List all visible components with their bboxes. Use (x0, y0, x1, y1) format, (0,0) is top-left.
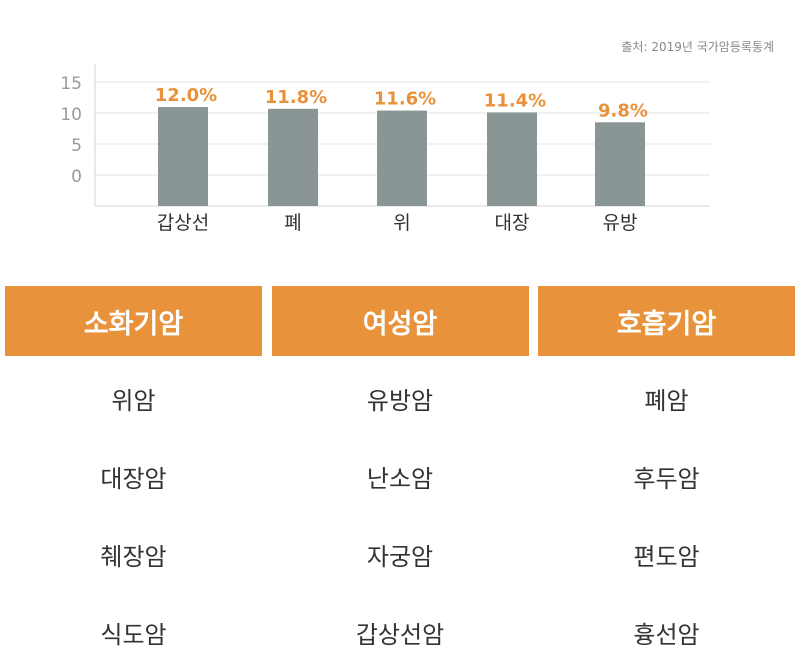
source-note: 출처: 2019년 국가암등록통계 (621, 40, 774, 54)
list-item: 대장암 (100, 464, 167, 493)
list-item: 흉선암 (633, 620, 700, 649)
list-item: 편도암 (633, 542, 700, 571)
category-column-digestive: 소화기암 위암 대장암 췌장암 식도암 (5, 286, 262, 671)
list-item: 췌장암 (100, 542, 167, 571)
bar (268, 108, 318, 206)
list-item: 식도암 (100, 620, 167, 649)
list-item: 자궁암 (366, 542, 434, 571)
y-tick-label: 0 (71, 167, 82, 187)
list-item: 위암 (111, 386, 156, 415)
data-label: 12.0% (155, 85, 217, 106)
bar (377, 110, 427, 206)
category-header: 여성암 (271, 286, 529, 356)
bar (487, 112, 537, 206)
list-item: 유방암 (366, 386, 434, 415)
data-label: 11.4% (484, 90, 546, 111)
list-item: 폐암 (644, 386, 689, 415)
x-tick-label: 갑상선 (157, 212, 209, 234)
data-label: 9.8% (598, 100, 648, 121)
y-tick-label: 5 (71, 136, 82, 156)
list-item: 후두암 (633, 464, 700, 493)
bar-chart: 15 10 5 0 12.0% 갑상선 11.8% 폐 11.6% 위 11.4% 대장 9.8% 유방 (60, 64, 710, 234)
y-tick-label: 15 (60, 74, 82, 94)
bar (158, 107, 208, 206)
bar (595, 122, 645, 206)
x-tick-label: 폐 (284, 212, 301, 234)
y-tick-label: 10 (60, 105, 82, 125)
list-item: 난소암 (366, 464, 434, 493)
category-header: 소화기암 (5, 286, 262, 356)
list-item: 갑상선암 (355, 620, 445, 649)
x-tick-label: 유방 (603, 212, 638, 234)
x-tick-label: 대장 (495, 212, 530, 234)
data-label: 11.8% (265, 87, 327, 108)
category-column-respiratory: 호흡기암 폐암 후두암 편도암 흉선암 (538, 286, 795, 671)
data-label: 11.6% (374, 89, 436, 110)
cancer-categories: 소화기암 위암 대장암 췌장암 식도암 여성암 유방암 난소암 자궁암 갑상선암… (5, 286, 795, 671)
category-column-female: 여성암 유방암 난소암 자궁암 갑상선암 (271, 286, 529, 671)
x-tick-label: 위 (393, 212, 410, 234)
category-header: 호흡기암 (538, 286, 795, 356)
